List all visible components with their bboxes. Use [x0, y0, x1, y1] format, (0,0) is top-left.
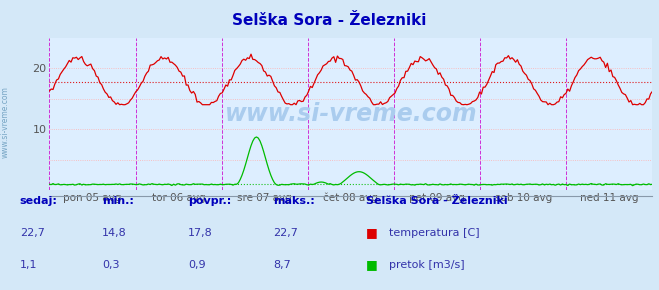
Text: 14,8: 14,8: [102, 228, 127, 238]
Text: sedaj:: sedaj:: [20, 196, 57, 206]
Text: pretok [m3/s]: pretok [m3/s]: [389, 260, 465, 270]
Text: www.si-vreme.com: www.si-vreme.com: [225, 102, 477, 126]
Text: temperatura [C]: temperatura [C]: [389, 228, 480, 238]
Text: 22,7: 22,7: [273, 228, 299, 238]
Text: 1,1: 1,1: [20, 260, 38, 270]
Text: 8,7: 8,7: [273, 260, 291, 270]
Text: min.:: min.:: [102, 196, 134, 206]
Text: www.si-vreme.com: www.si-vreme.com: [1, 86, 10, 158]
Text: 0,3: 0,3: [102, 260, 120, 270]
Text: 22,7: 22,7: [20, 228, 45, 238]
Text: 0,9: 0,9: [188, 260, 206, 270]
Text: maks.:: maks.:: [273, 196, 315, 206]
Text: 17,8: 17,8: [188, 228, 213, 238]
Text: Selška Sora - Železniki: Selška Sora - Železniki: [233, 13, 426, 28]
Text: ■: ■: [366, 226, 378, 239]
Text: Selška Sora - Železniki: Selška Sora - Železniki: [366, 196, 507, 206]
Text: povpr.:: povpr.:: [188, 196, 231, 206]
Text: ■: ■: [366, 258, 378, 271]
